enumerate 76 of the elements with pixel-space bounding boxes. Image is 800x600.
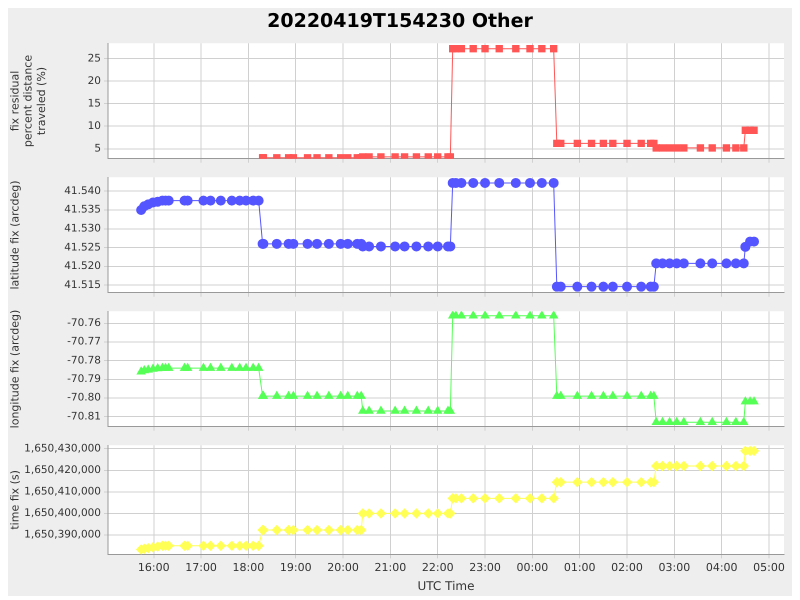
point: [609, 140, 617, 148]
point: [470, 45, 477, 52]
point: [446, 153, 454, 159]
y-tick-label: -70.78: [67, 354, 101, 366]
point: [377, 153, 385, 159]
point: [666, 144, 674, 152]
chart-title: 20220419T154230 Other: [266, 9, 534, 34]
y-axis-title: time fix (s): [8, 470, 22, 530]
y-tick-label: 41.525: [64, 241, 101, 254]
x-tick-label: 18:00: [232, 560, 264, 574]
point: [658, 144, 666, 152]
x-tick-label: 05:00: [753, 560, 785, 574]
y-tick-label: -70.76: [67, 316, 102, 329]
y-tick-label: -70.79: [67, 373, 101, 386]
x-tick-label: 16:00: [138, 560, 170, 574]
point: [623, 140, 631, 148]
point: [557, 140, 564, 148]
y-tick-label: 1,650,400,000: [24, 507, 101, 520]
y-tick-label: -70.81: [67, 410, 101, 422]
point: [391, 153, 399, 159]
x-tick-label: 00:00: [516, 560, 548, 574]
point: [740, 144, 748, 152]
x-tick-label: 23:00: [469, 560, 501, 574]
x-tick-label: 02:00: [611, 560, 643, 574]
point: [652, 144, 660, 152]
y-tick-label: 1,650,430,000: [24, 442, 101, 454]
y-tick-label: 10: [88, 120, 101, 132]
y-tick-label: 15: [88, 97, 101, 110]
point: [708, 144, 716, 152]
y-tick-label: -70.80: [67, 392, 101, 404]
point: [600, 140, 608, 148]
point: [574, 140, 582, 148]
x-tick-label: 22:00: [422, 560, 454, 574]
y-tick-label: -70.77: [67, 336, 101, 348]
y-tick-label: 1,650,420,000: [24, 464, 101, 476]
y-axis-title: longitude fix (arcdeg): [8, 310, 22, 428]
y-tick-label: 20: [88, 74, 101, 87]
point: [732, 144, 740, 152]
x-tick-label: 03:00: [658, 560, 690, 574]
y-tick-label: 5: [94, 142, 101, 155]
point: [496, 45, 503, 52]
point: [588, 140, 596, 148]
point: [673, 144, 680, 152]
x-tick-label: 04:00: [706, 560, 738, 574]
y-tick-label: 41.530: [64, 222, 101, 235]
point: [458, 45, 466, 52]
point: [550, 45, 558, 52]
point: [638, 140, 645, 148]
y-tick-label: 41.535: [64, 204, 101, 216]
point: [750, 126, 758, 134]
point: [400, 153, 408, 159]
point: [538, 45, 546, 52]
point: [412, 153, 420, 159]
point: [481, 45, 489, 52]
point: [722, 144, 730, 152]
x-tick-label: 01:00: [564, 560, 596, 574]
y-tick-label: 1,650,390,000: [24, 528, 101, 541]
point: [696, 144, 704, 152]
y-tick-label: 41.520: [64, 260, 101, 272]
y-tick-label: 1,650,410,000: [24, 486, 101, 498]
y-tick-label: 41.515: [64, 278, 101, 291]
point: [434, 153, 442, 159]
y-axis-title: fix residual percent distance traveled (%): [8, 54, 48, 148]
y-tick-label: 25: [88, 52, 101, 64]
y-axis-title: latitude fix (arcdeg): [8, 180, 22, 290]
y-tick-label: 41.540: [64, 184, 101, 197]
point: [365, 153, 373, 159]
point: [680, 144, 688, 152]
x-tick-label: 19:00: [280, 560, 312, 574]
x-axis-title: UTC Time: [418, 578, 474, 593]
x-tick-label: 17:00: [185, 560, 217, 574]
x-tick-label: 20:00: [327, 560, 359, 574]
point: [424, 153, 432, 159]
point: [512, 45, 520, 52]
point: [526, 45, 534, 52]
x-tick-label: 21:00: [374, 560, 406, 574]
